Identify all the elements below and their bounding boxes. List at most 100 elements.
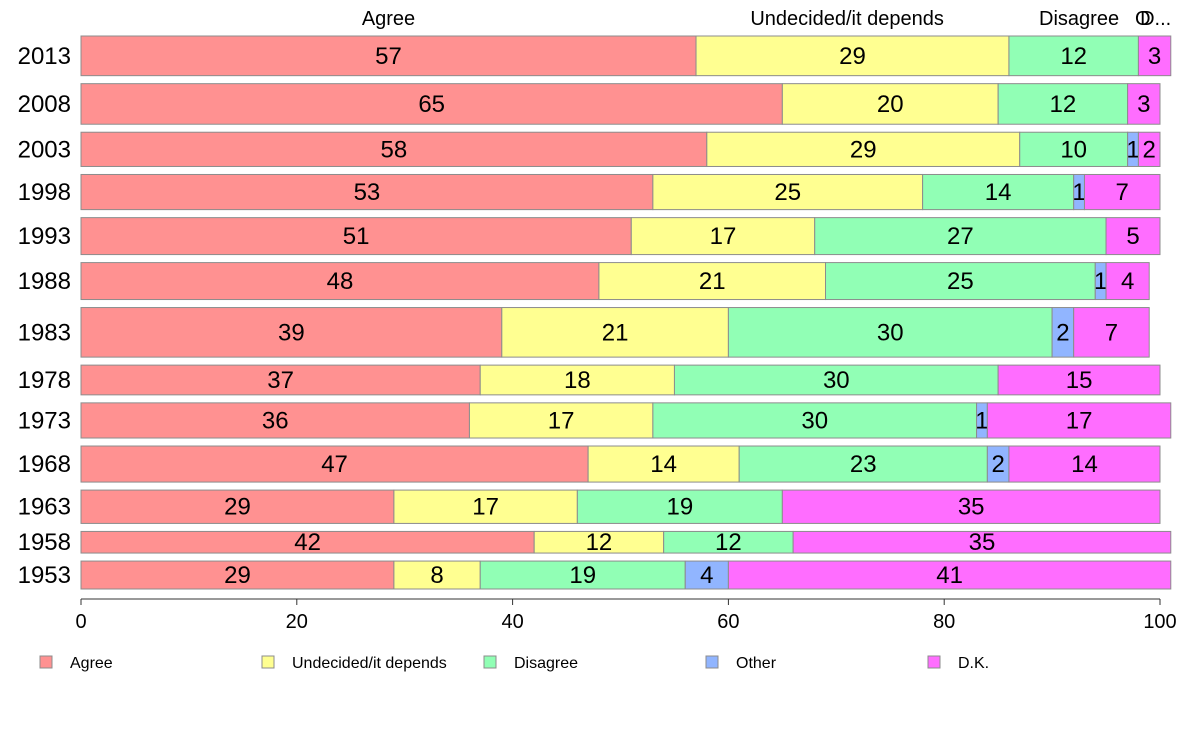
data-label-agree-1988: 48 <box>327 268 354 295</box>
x-tick-label-0: 0 <box>75 611 86 633</box>
year-label-1973: 1973 <box>18 407 71 434</box>
data-label-other-1988: 1 <box>1094 268 1107 295</box>
bar-segment-d-k-1973 <box>986 402 1172 439</box>
bar-segment-agree-2003 <box>80 131 708 167</box>
bar-segment-agree-1978 <box>80 364 481 396</box>
bar-segment-undecided-it-depends-1963 <box>393 489 578 524</box>
bar-segment-undecided-it-depends-2013 <box>695 35 1010 77</box>
data-label-disagree-2013: 12 <box>1060 43 1087 70</box>
bar-segment-disagree-1968 <box>738 445 988 483</box>
data-label-undecided-it-depends-2008: 20 <box>877 91 904 118</box>
year-label-2008: 2008 <box>18 91 71 118</box>
bar-segment-d-k-1953 <box>727 560 1172 590</box>
data-label-d-k-2008: 3 <box>1137 91 1150 118</box>
data-label-other-2003: 1 <box>1126 136 1139 163</box>
bar-segment-undecided-it-depends-1968 <box>587 445 740 483</box>
bar-segment-undecided-it-depends-1973 <box>468 402 654 439</box>
bar-segment-d-k-2013 <box>1137 35 1172 77</box>
bar-segment-agree-1973 <box>80 402 470 439</box>
data-label-undecided-it-depends-2013: 29 <box>839 43 866 70</box>
legend-swatch-other <box>705 655 719 669</box>
bar-segment-disagree-1973 <box>652 402 978 439</box>
bar-segment-agree-1993 <box>80 217 632 256</box>
data-label-d-k-1958: 35 <box>969 529 996 556</box>
legend-label-undecided-it-depends: Undecided/it depends <box>292 655 447 672</box>
legend-label-agree: Agree <box>70 655 113 672</box>
data-label-agree-2008: 65 <box>418 91 445 118</box>
bar-segment-d-k-1998 <box>1083 173 1161 211</box>
data-label-d-k-1988: 4 <box>1121 268 1134 295</box>
year-label-1998: 1998 <box>18 179 71 206</box>
data-label-d-k-1968: 14 <box>1071 451 1098 478</box>
legend-swatch-undecided-it-depends <box>261 655 275 669</box>
data-label-other-1983: 2 <box>1056 319 1069 346</box>
bar-segment-disagree-1993 <box>814 217 1107 256</box>
bar-segment-d-k-1958 <box>792 530 1172 554</box>
data-label-d-k-1998: 7 <box>1116 179 1129 206</box>
data-label-undecided-it-depends-1968: 14 <box>650 451 677 478</box>
bar-segment-undecided-it-depends-1993 <box>630 217 816 256</box>
year-label-1963: 1963 <box>18 494 71 521</box>
header-label-undecided-it-depends: Undecided/it depends <box>750 8 943 30</box>
data-label-undecided-it-depends-1993: 17 <box>710 223 737 250</box>
bar-segment-agree-2008 <box>80 83 783 125</box>
data-label-disagree-1998: 14 <box>985 179 1012 206</box>
data-label-undecided-it-depends-1988: 21 <box>699 268 726 295</box>
data-label-agree-1978: 37 <box>267 367 294 394</box>
data-label-d-k-2013: 3 <box>1148 43 1161 70</box>
year-label-1978: 1978 <box>18 367 71 394</box>
year-label-1988: 1988 <box>18 268 71 295</box>
data-label-disagree-1973: 30 <box>801 407 828 434</box>
header-label-d: D... <box>1140 8 1171 30</box>
data-label-agree-1963: 29 <box>224 494 251 521</box>
data-label-disagree-1993: 27 <box>947 223 974 250</box>
data-label-undecided-it-depends-2003: 29 <box>850 136 877 163</box>
data-label-agree-1998: 53 <box>354 179 381 206</box>
legend-swatch-d-k <box>927 655 941 669</box>
data-label-undecided-it-depends-1998: 25 <box>774 179 801 206</box>
year-label-1993: 1993 <box>18 223 71 250</box>
data-label-other-1968: 2 <box>991 451 1004 478</box>
data-label-disagree-1978: 30 <box>823 367 850 394</box>
data-label-other-1998: 1 <box>1072 179 1085 206</box>
bar-segment-disagree-2008 <box>997 83 1129 125</box>
header-label-agree: Agree <box>362 8 415 30</box>
data-label-disagree-1983: 30 <box>877 319 904 346</box>
bar-segment-disagree-1988 <box>825 262 1096 301</box>
bar-segment-d-k-1963 <box>781 489 1161 524</box>
bar-segment-undecided-it-depends-2003 <box>706 131 1021 167</box>
header-label-disagree: Disagree <box>1039 8 1119 30</box>
data-label-disagree-2008: 12 <box>1050 91 1077 118</box>
x-tick-label-60: 60 <box>717 611 739 633</box>
data-label-d-k-1973: 17 <box>1066 407 1093 434</box>
x-tick-label-40: 40 <box>501 611 523 633</box>
data-label-agree-2003: 58 <box>381 136 408 163</box>
x-tick-label-20: 20 <box>286 611 308 633</box>
column-header-labels: Agree Undecided/it depends Disagree OD... <box>362 8 1171 30</box>
data-label-d-k-1953: 41 <box>936 562 963 589</box>
bar-segment-d-k-1988 <box>1105 262 1150 301</box>
bar-segment-d-k-2003 <box>1137 131 1161 167</box>
bar-segment-d-k-1983 <box>1073 307 1150 358</box>
bar-segment-d-k-1978 <box>997 364 1161 396</box>
data-label-agree-1958: 42 <box>294 529 321 556</box>
legend-swatch-agree <box>39 655 53 669</box>
bar-segment-other-1953 <box>684 560 729 590</box>
year-label-1953: 1953 <box>18 562 71 589</box>
data-label-agree-1973: 36 <box>262 407 289 434</box>
data-label-d-k-2003: 2 <box>1143 136 1156 163</box>
x-tick-label-80: 80 <box>933 611 955 633</box>
data-label-disagree-1958: 12 <box>715 529 742 556</box>
bar-segment-undecided-it-depends-1998 <box>652 173 924 211</box>
bar-segment-undecided-it-depends-1978 <box>479 364 675 396</box>
legend-label-d-k: D.K. <box>958 655 989 672</box>
bar-segment-disagree-1998 <box>922 173 1075 211</box>
data-label-disagree-1953: 19 <box>569 562 596 589</box>
data-label-disagree-1988: 25 <box>947 268 974 295</box>
legend-label-other: Other <box>736 655 777 672</box>
bar-segment-agree-1998 <box>80 173 654 211</box>
bar-segment-undecided-it-depends-1983 <box>501 307 729 358</box>
bar-segment-agree-1968 <box>80 445 589 483</box>
data-label-other-1953: 4 <box>700 562 713 589</box>
year-label-1958: 1958 <box>18 529 71 556</box>
